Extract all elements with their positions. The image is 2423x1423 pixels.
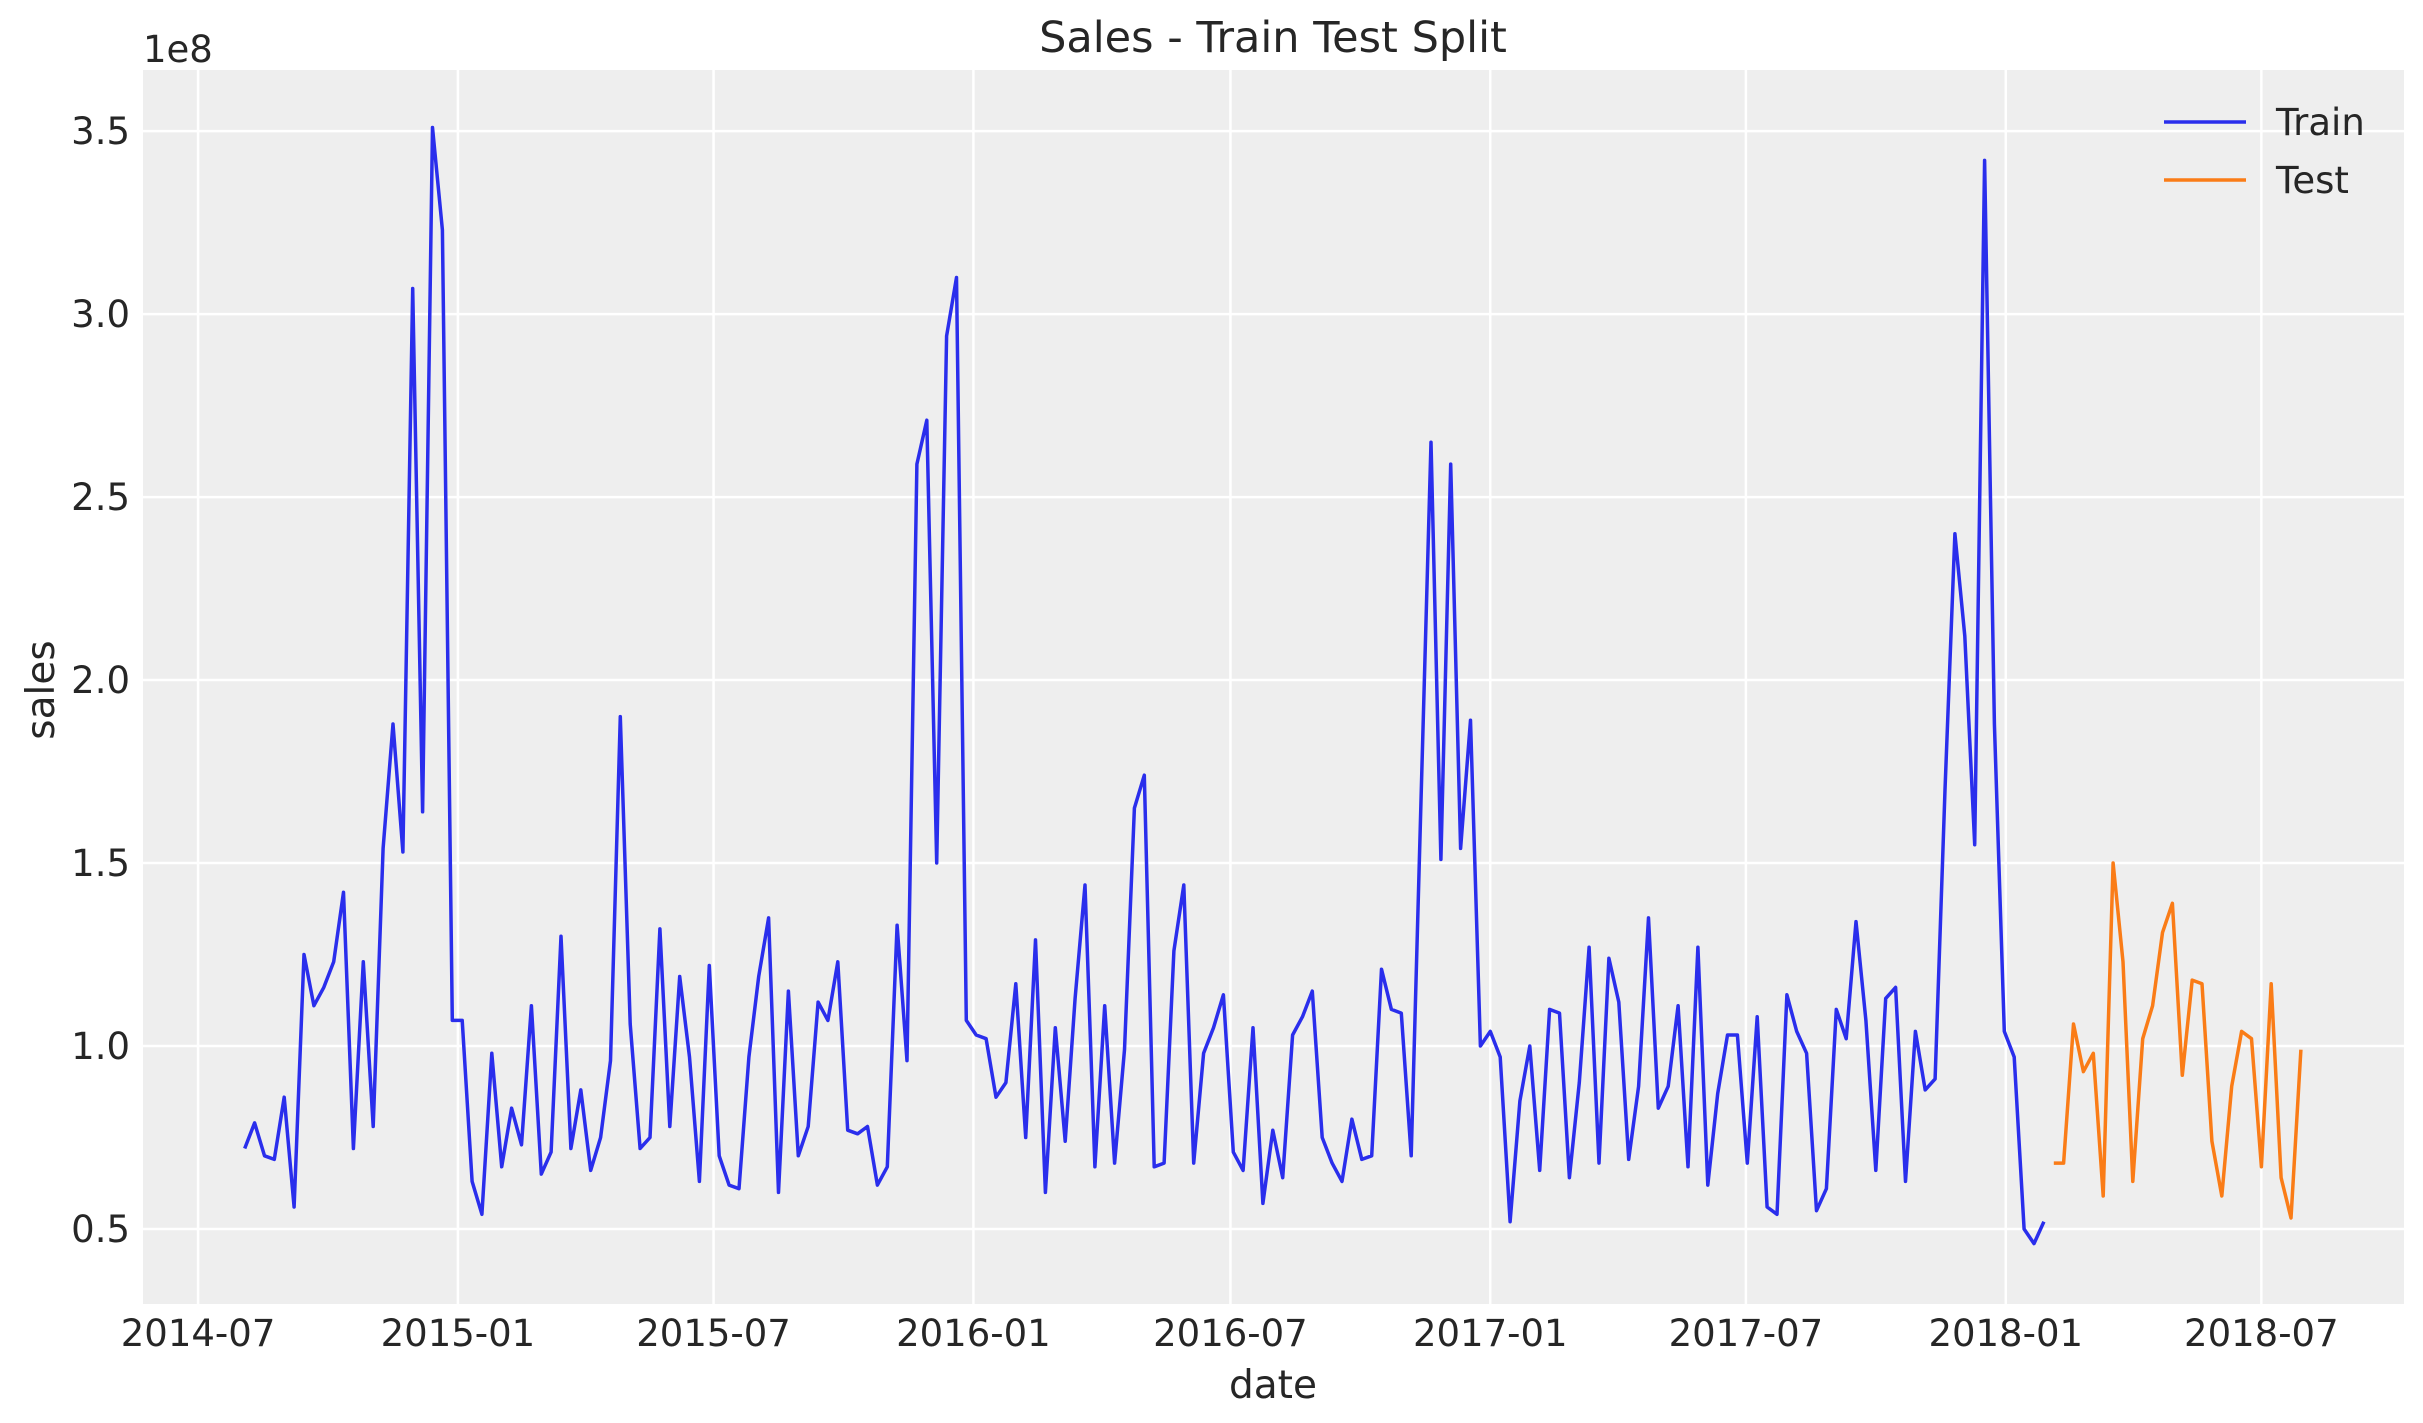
grid-lines: [143, 70, 2404, 1304]
y-tick-label: 2.5: [71, 476, 130, 519]
y-tick-label: 1.0: [71, 1025, 130, 1068]
y-offset-text: 1e8: [143, 28, 213, 71]
x-tick-label: 2015-07: [636, 1312, 791, 1355]
y-tick-label: 2.0: [71, 659, 130, 702]
series-lines: [243, 125, 2303, 1246]
test-line: [2053, 861, 2303, 1220]
y-axis-label: sales: [19, 640, 64, 739]
x-tick-label: 2017-07: [1669, 1312, 1824, 1355]
x-tick-label: 2014-07: [121, 1312, 276, 1355]
x-tick-label: 2015-01: [381, 1312, 536, 1355]
x-tick-label: 2016-01: [896, 1312, 1051, 1355]
y-tick-labels: 0.5 1.0 1.5 2.0 2.5 3.0 3.5: [71, 110, 130, 1251]
chart-title: Sales - Train Test Split: [1039, 13, 1507, 63]
plot-background: [143, 70, 2404, 1304]
x-tick-label: 2018-07: [2184, 1312, 2339, 1355]
y-tick-label: 3.5: [71, 110, 130, 153]
train-line: [243, 125, 2046, 1246]
x-tick-label: 2017-01: [1413, 1312, 1568, 1355]
legend-label-test: Test: [2275, 159, 2349, 202]
y-tick-label: 3.0: [71, 293, 130, 336]
legend-label-train: Train: [2275, 101, 2365, 144]
x-axis-label: date: [1229, 1363, 1317, 1408]
x-tick-label: 2018-01: [1928, 1312, 2083, 1355]
x-tick-labels: 2014-07 2015-01 2015-07 2016-01 2016-07 2017-…: [121, 1312, 2339, 1355]
legend: Train Test: [2164, 101, 2365, 202]
y-tick-label: 0.5: [71, 1208, 130, 1251]
y-tick-label: 1.5: [71, 842, 130, 885]
x-tick-label: 2016-07: [1153, 1312, 1308, 1355]
